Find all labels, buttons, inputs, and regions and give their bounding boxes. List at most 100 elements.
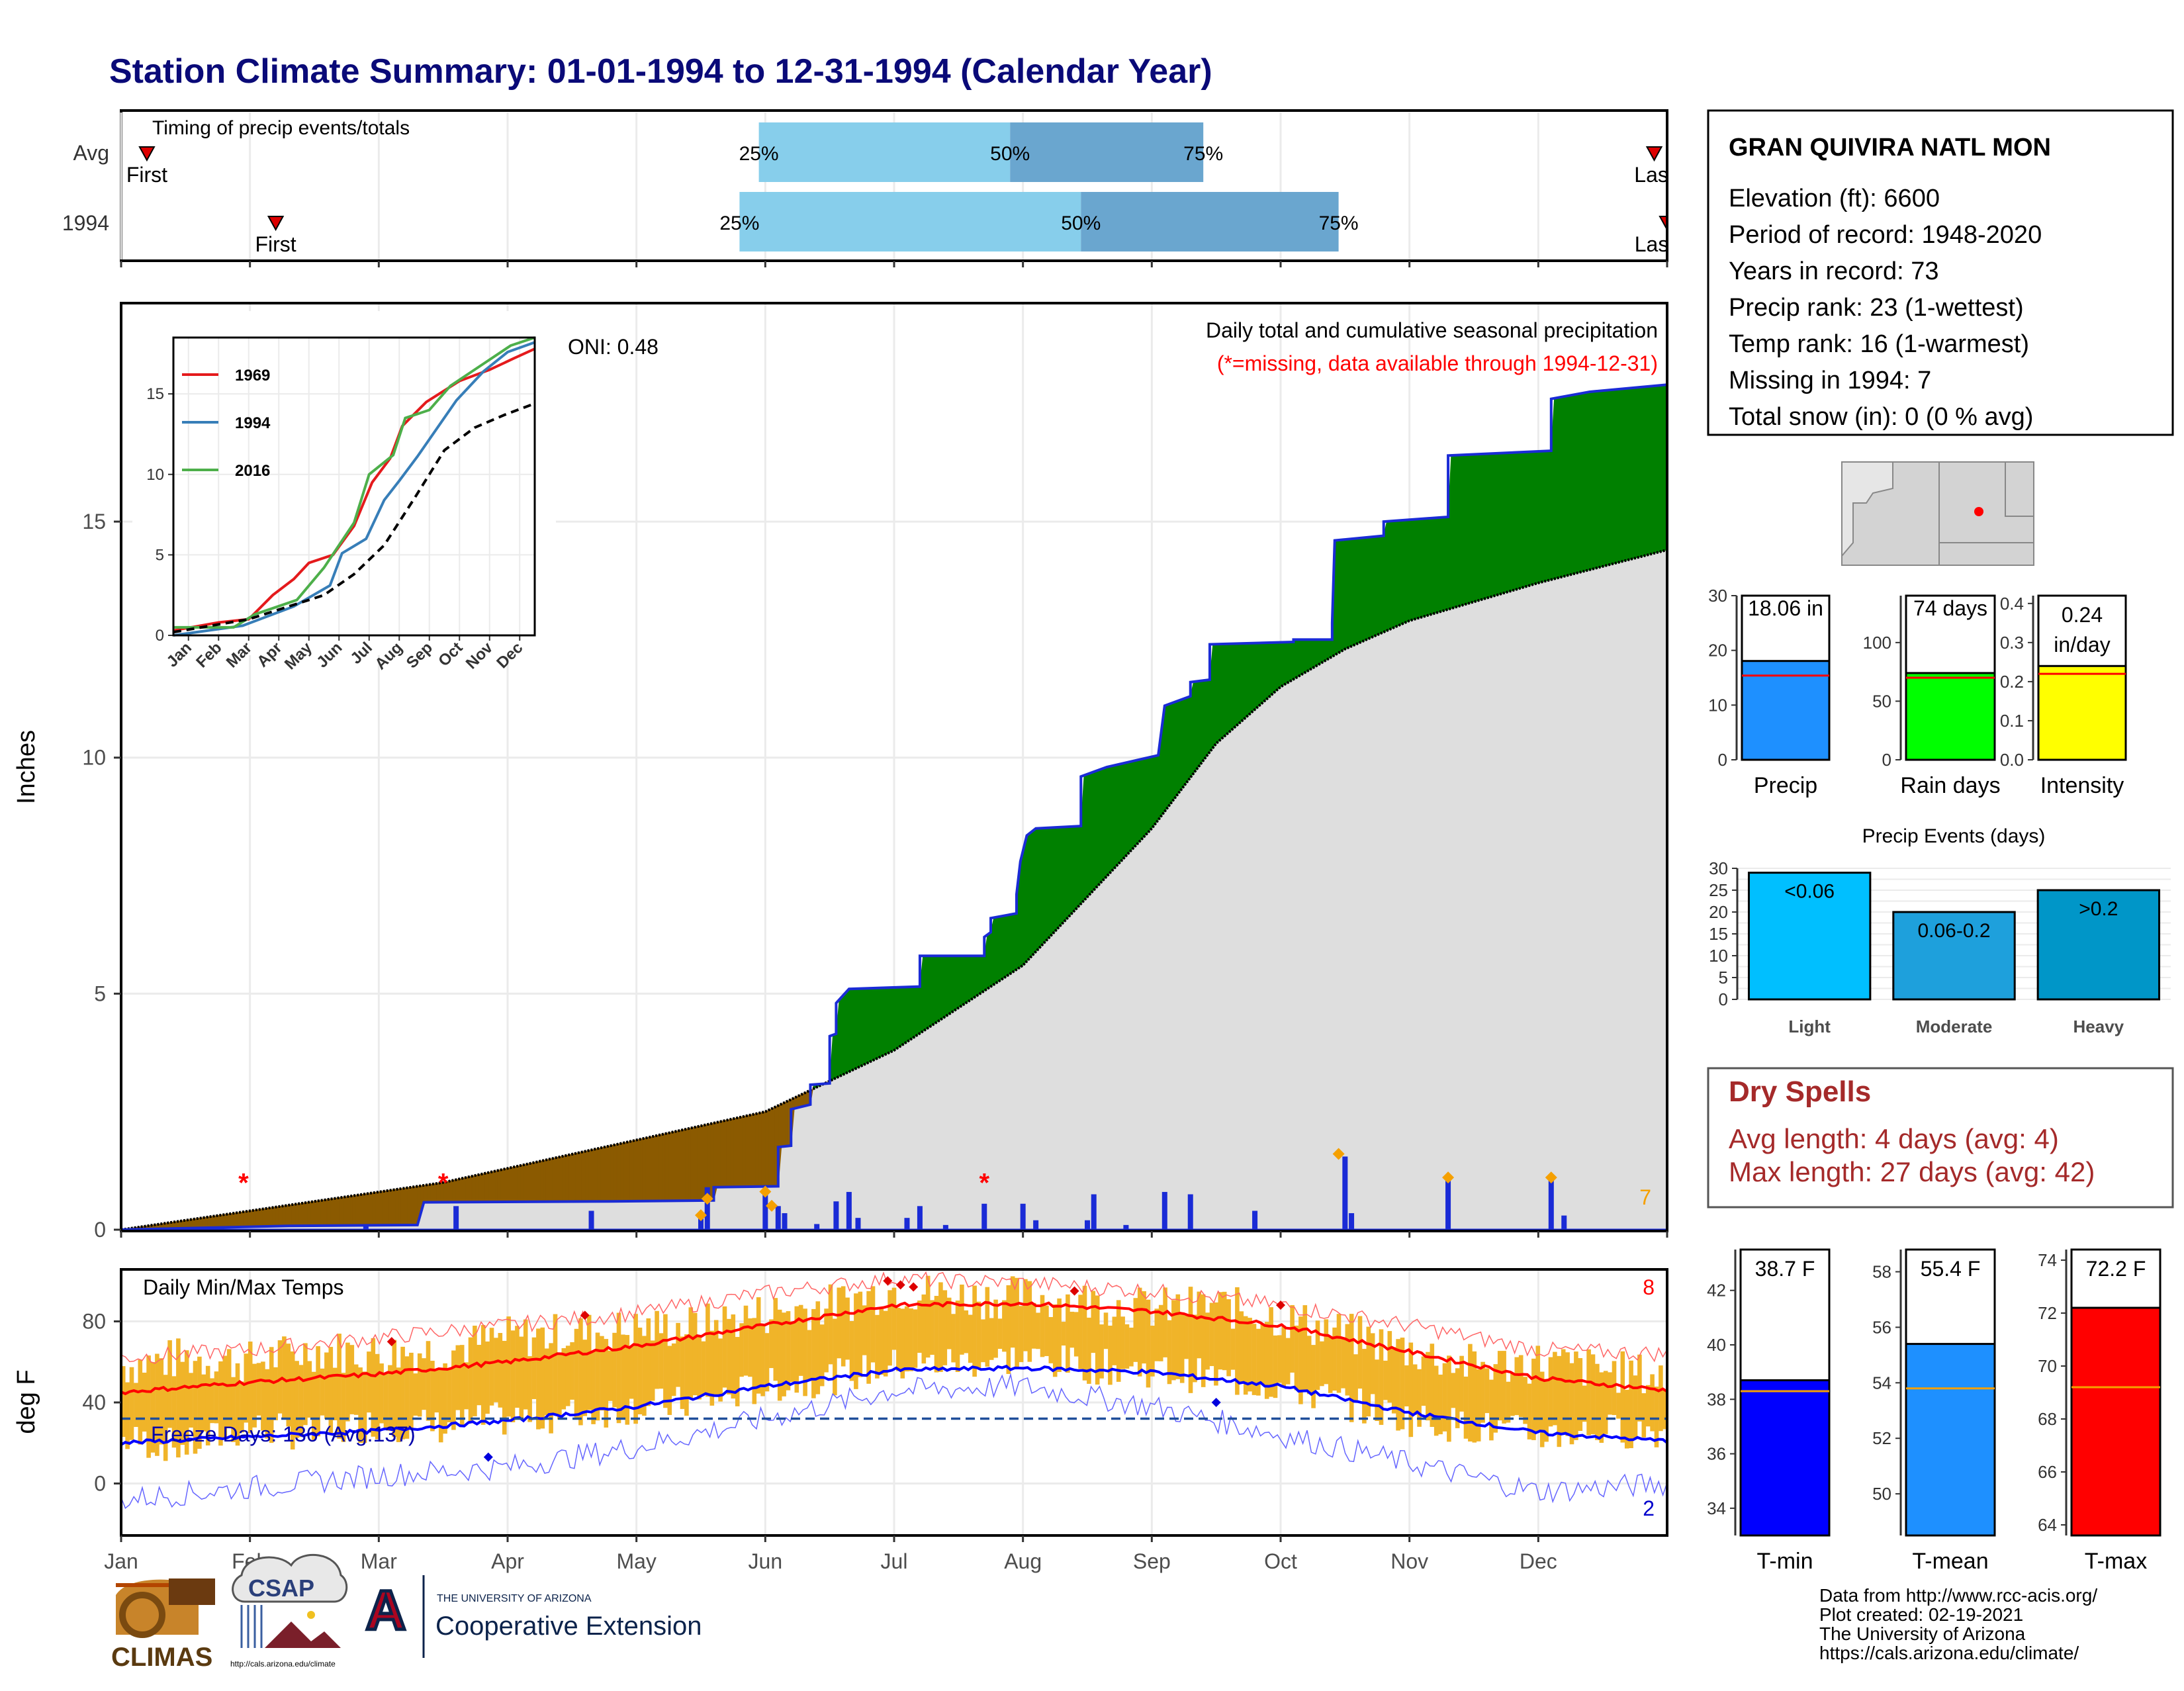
daily-temp-bar <box>1506 1381 1511 1423</box>
daily-temp-bar <box>256 1363 261 1416</box>
daily-temp-bar <box>273 1367 278 1420</box>
above-avg-band <box>1142 758 1146 840</box>
above-avg-band <box>858 988 862 1068</box>
daily-temp-bar <box>426 1341 431 1421</box>
daily-temp-bar <box>1489 1379 1494 1441</box>
below-avg-band <box>484 1172 489 1203</box>
below-avg-band <box>755 1113 760 1187</box>
daily-temp-bar <box>1306 1336 1312 1394</box>
above-avg-band <box>1071 826 1075 915</box>
temp-summary-y-tick-label: 72 <box>2038 1303 2057 1323</box>
below-avg-band <box>314 1200 318 1226</box>
below-avg-band <box>749 1114 753 1187</box>
daily-temp-bar <box>222 1355 228 1439</box>
daily-record-marker <box>1442 1171 1455 1184</box>
daily-temp-bar <box>786 1311 791 1391</box>
above-avg-band <box>1097 768 1101 888</box>
above-avg-band <box>1328 639 1333 659</box>
daily-temp-bar <box>451 1350 456 1430</box>
above-avg-band <box>1357 537 1362 644</box>
daily-temp-bar <box>295 1361 299 1438</box>
above-avg-band <box>1651 385 1655 555</box>
daily-temp-bar <box>129 1367 134 1440</box>
above-avg-band <box>864 987 869 1065</box>
above-avg-band <box>1235 643 1240 727</box>
above-avg-band <box>1489 453 1494 598</box>
temp-summary-y-tick-label: 70 <box>2038 1356 2057 1376</box>
above-avg-band <box>1618 388 1623 563</box>
daily-temp-bar <box>1586 1349 1591 1436</box>
above-avg-band <box>1183 697 1188 788</box>
daily-temp-bar <box>1320 1341 1324 1387</box>
above-avg-band <box>948 955 953 1015</box>
above-avg-band <box>1467 454 1471 604</box>
timing-row-label-avg: Avg <box>73 141 109 165</box>
above-avg-band <box>1061 826 1066 925</box>
temp-summary-y-tick-label: 56 <box>1872 1317 1891 1337</box>
daily-temp-bar <box>1171 1300 1176 1381</box>
daily-temp-bar <box>455 1345 461 1410</box>
daily-temp-bar <box>1612 1361 1617 1416</box>
above-avg-band <box>1090 771 1095 895</box>
station-location-marker <box>1974 507 1983 516</box>
below-avg-band <box>520 1164 524 1203</box>
below-avg-band <box>668 1132 672 1201</box>
daily-temp-bar <box>684 1334 689 1416</box>
above-avg-band <box>1344 539 1349 650</box>
daily-temp-bar <box>612 1332 617 1408</box>
events-bar <box>1892 911 2016 1001</box>
below-avg-band <box>607 1145 612 1202</box>
summary-bars: 0 10 20 30 18.06 in Precip 0 50 100 74 days Rain d… <box>1708 586 2127 798</box>
above-avg-band <box>971 955 976 1000</box>
daily-temp-bar <box>1324 1319 1329 1385</box>
summary-y-tick-label: 0.4 <box>2000 594 2024 614</box>
daily-temp-bar <box>1476 1369 1481 1441</box>
below-avg-band <box>243 1211 248 1228</box>
avg-min-temp-line <box>120 1365 1668 1446</box>
daily-temp-bar <box>142 1372 147 1432</box>
above-avg-band <box>1541 451 1545 583</box>
above-avg-band <box>974 955 979 998</box>
station-period: Period of record: 1948-2020 <box>1729 221 2042 249</box>
below-avg-band <box>652 1135 657 1202</box>
above-avg-band <box>878 987 882 1059</box>
above-avg-band <box>1347 538 1352 649</box>
daily-temp-bar <box>705 1303 710 1397</box>
daily-temp-bar <box>1167 1320 1172 1385</box>
daily-temp-bar <box>1175 1294 1181 1379</box>
below-avg-band <box>236 1212 241 1228</box>
above-avg-band <box>1299 639 1304 676</box>
daily-temp-bar <box>261 1361 265 1431</box>
inset-y-tick-label: 15 <box>146 385 164 403</box>
daily-temp-bar <box>316 1346 320 1437</box>
above-avg-band <box>1254 642 1259 711</box>
timing-bar-second-half <box>1081 192 1339 251</box>
below-avg-band <box>539 1160 544 1203</box>
inset-y-tick-label: 10 <box>146 466 164 484</box>
daily-temp-bar <box>1421 1356 1426 1406</box>
temp-summary-y-tick-label: 54 <box>1872 1373 1891 1393</box>
record-high-marker <box>1276 1301 1285 1310</box>
above-avg-band <box>1145 756 1149 837</box>
above-avg-band <box>1318 639 1323 665</box>
avg-cumulative-area <box>121 549 1667 1230</box>
above-avg-band <box>1306 639 1310 672</box>
temp-summary-x-label: T-max <box>2085 1549 2147 1574</box>
below-avg-band <box>588 1149 592 1202</box>
precip-ylabel: Inches <box>13 730 40 804</box>
month-label: Jan <box>104 1549 138 1573</box>
above-avg-band <box>1251 643 1255 713</box>
daily-temp-bar <box>1463 1376 1469 1439</box>
daily-temp-bar <box>1124 1324 1130 1369</box>
above-avg-band <box>1264 642 1269 702</box>
daily-temp-bar <box>1447 1355 1451 1442</box>
year-cumulative-line <box>120 383 1668 1231</box>
daily-temp-bar <box>1502 1351 1506 1424</box>
daily-temp-bar <box>1209 1303 1214 1367</box>
ua-letter: A <box>366 1579 406 1641</box>
daily-temp-bar <box>1662 1389 1668 1430</box>
daily-temp-bar <box>692 1312 698 1396</box>
below-avg-band <box>600 1146 605 1202</box>
timing-first-label: First <box>126 163 167 187</box>
